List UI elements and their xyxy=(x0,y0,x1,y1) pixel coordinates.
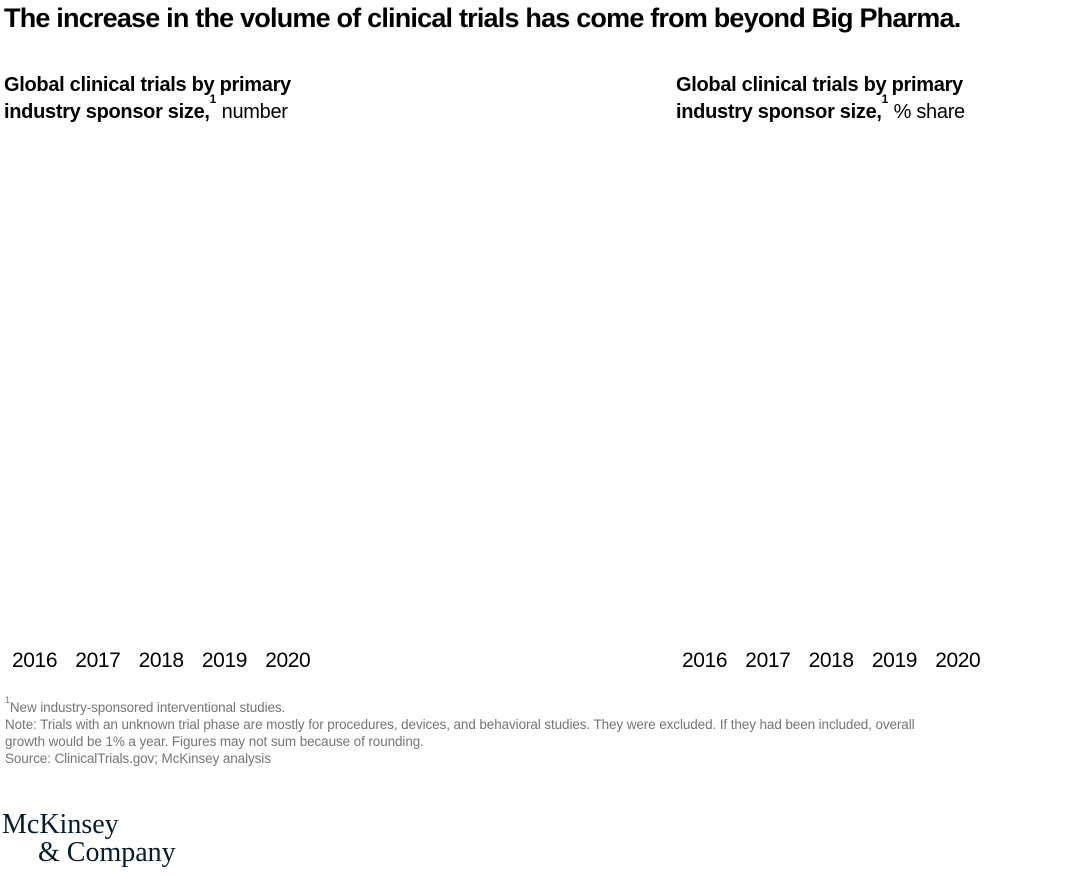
plot-area-share xyxy=(678,140,1008,640)
x-axis-label: 2020 xyxy=(265,649,311,672)
footnote-note-line2: growth would be 1% a year. Figures may n… xyxy=(5,733,424,749)
logo-line1: McKinsey xyxy=(2,809,119,840)
x-axis-label: 2018 xyxy=(808,649,855,672)
x-axis-label: 2016 xyxy=(682,649,728,672)
chart-heading-number-unit: number xyxy=(216,101,288,123)
footnote-marker-1: 1 xyxy=(209,92,217,107)
chart-heading-number-line2: industry sponsor size,1 number xyxy=(4,93,291,126)
footnotes: 1New industry-sponsored interventional s… xyxy=(5,695,1055,768)
x-axis-label: 2020 xyxy=(935,649,981,672)
chart-heading-share: Global clinical trials by primary indust… xyxy=(676,72,965,126)
footnote-1: 1New industry-sponsored interventional s… xyxy=(5,695,1055,717)
x-axis-share: 2016 2017 2018 2019 2020 xyxy=(682,650,998,672)
plot-area-number xyxy=(8,140,338,640)
chart-heading-share-line1: Global clinical trials by primary xyxy=(676,74,963,96)
chart-heading-number-line1: Global clinical trials by primary xyxy=(4,74,291,96)
x-axis-label: 2016 xyxy=(12,649,58,672)
exhibit-title: The increase in the volume of clinical t… xyxy=(4,3,961,33)
x-axis-label: 2017 xyxy=(75,649,121,672)
chart-heading-share-line2-bold: industry sponsor size, xyxy=(676,101,882,123)
x-axis-label: 2017 xyxy=(745,649,791,672)
chart-heading-share-unit: % share xyxy=(888,101,966,123)
footnote-1-superscript: 1 xyxy=(5,694,10,705)
x-axis-label: 2018 xyxy=(138,649,185,672)
x-axis-number: 2016 2017 2018 2019 2020 xyxy=(12,650,328,672)
chart-heading-number: Global clinical trials by primary indust… xyxy=(4,72,291,126)
chart-heading-number-line2-bold: industry sponsor size, xyxy=(4,101,210,123)
x-axis-label: 2019 xyxy=(871,649,918,672)
logo-line2: & Company xyxy=(38,837,176,868)
footnote-source: Source: ClinicalTrials.gov; McKinsey ana… xyxy=(5,750,271,766)
x-axis-label: 2019 xyxy=(201,649,248,672)
mckinsey-logo: McKinsey & Company xyxy=(2,811,176,867)
footnote-marker-1: 1 xyxy=(881,92,889,107)
footnote-note-line1: Note: Trials with an unknown trial phase… xyxy=(5,716,915,732)
chart-heading-share-line2: industry sponsor size,1 % share xyxy=(676,93,966,126)
footnote-1-text: New industry-sponsored interventional st… xyxy=(9,700,286,715)
